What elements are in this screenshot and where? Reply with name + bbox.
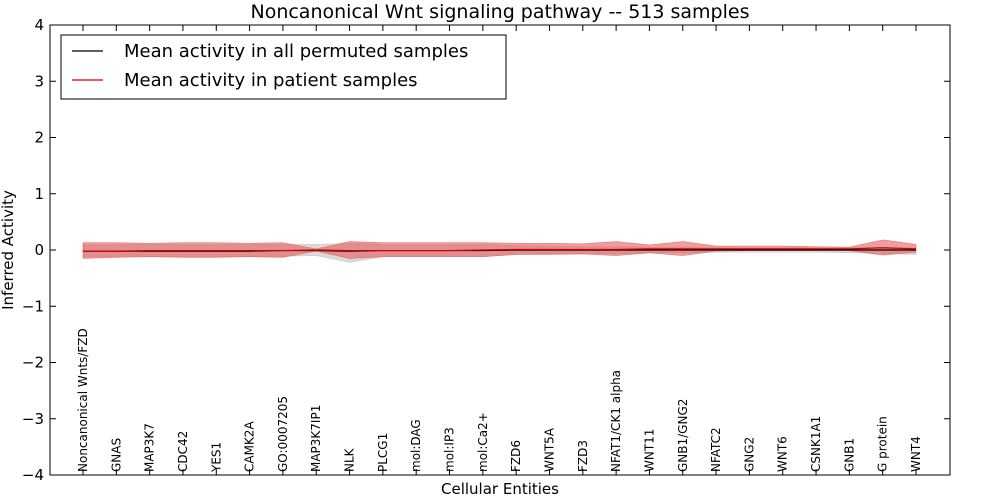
y-tick-label: −4 (22, 466, 44, 484)
y-tick-label: −3 (22, 410, 44, 428)
x-category-label: mol:IP3 (443, 427, 457, 472)
chart-title: Noncanonical Wnt signaling pathway -- 51… (250, 1, 749, 23)
y-tick-label: 0 (34, 241, 44, 259)
legend: Mean activity in all permuted samples Me… (60, 34, 507, 100)
y-tick-label: 1 (34, 185, 44, 203)
x-category-label: G protein (876, 416, 890, 472)
x-category-label: YES1 (209, 442, 223, 473)
y-tick-label: 4 (34, 16, 44, 34)
x-category-label: Noncanonical Wnts/FZD (76, 328, 90, 472)
x-category-label: mol:DAG (409, 419, 423, 472)
x-axis-label: Cellular Entities (441, 480, 559, 498)
legend-label-patient: Mean activity in patient samples (124, 70, 418, 91)
x-category-label: CDC42 (176, 431, 190, 472)
line-patient-mean (83, 247, 917, 252)
series-lines (83, 247, 917, 252)
x-category-label: NFATC2 (709, 427, 723, 472)
x-category-label: GNAS (109, 438, 123, 472)
x-category-label: mol:Ca2+ (476, 412, 490, 472)
plot-frame (49, 24, 951, 476)
x-axis-ticks: Noncanonical Wnts/FZD GNAS MAP3K7 CDC42 YES1… (76, 25, 923, 475)
x-category-label: MAP3K7 (143, 423, 157, 472)
x-category-label: FZD3 (576, 440, 590, 472)
x-category-label: WNT6 (776, 436, 790, 472)
legend-label-permuted: Mean activity in all permuted samples (124, 41, 468, 62)
legend-box (60, 34, 507, 100)
x-category-label: FZD6 (509, 440, 523, 472)
x-category-label: WNT4 (909, 436, 923, 472)
x-category-label: CSNK1A1 (809, 416, 823, 472)
x-category-label: NLK (343, 447, 357, 472)
y-tick-label: 3 (34, 72, 44, 90)
y-tick-label: −2 (22, 354, 44, 372)
y-axis-ticks: 4 3 2 1 0 −1 −2 −3 −4 (22, 16, 950, 484)
x-category-label: WNT11 (642, 429, 656, 472)
x-category-label: MAP3K7IP1 (309, 405, 323, 472)
x-category-label: GNG2 (742, 437, 756, 472)
y-axis-label: Inferred Activity (0, 190, 17, 310)
x-category-label: CAMK2A (243, 421, 257, 472)
x-category-label: PLCG1 (376, 433, 390, 472)
x-category-label: GO:0007205 (276, 396, 290, 472)
x-category-label: GNB1/GNG2 (676, 399, 690, 472)
y-tick-label: −1 (22, 297, 44, 315)
x-category-label: GNB1 (842, 438, 856, 472)
x-category-label: NFAT1/CK1 alpha (609, 370, 623, 472)
x-category-label: WNT5A (542, 427, 556, 472)
y-tick-label: 2 (34, 129, 44, 147)
